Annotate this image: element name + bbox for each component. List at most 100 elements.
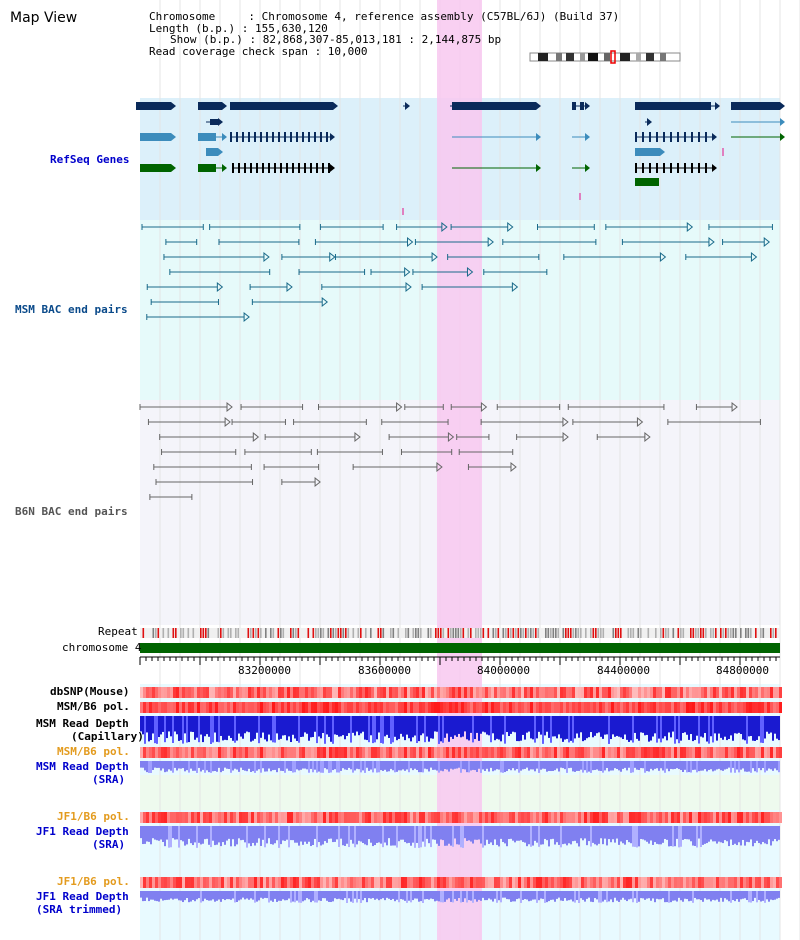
repeat-element [660,628,662,638]
depth-bar [158,891,160,902]
depth-bar [486,826,488,840]
msm-bac-track-label[interactable]: MSM BAC end pairs [15,303,128,316]
heat-cell [530,747,533,758]
gene-strand-arrow [712,133,717,141]
gene-exon [488,136,491,138]
heat-cell [575,877,578,888]
heat-cell [530,877,533,888]
jf1-depth-label[interactable]: JF1 Read Depth [36,825,129,838]
depth-bar [602,716,604,739]
heat-cell [188,812,191,823]
depth-bar [712,826,714,842]
depth-bar [470,761,472,771]
heat-cell [665,687,668,698]
msm-depth-sra-label[interactable]: MSM Read Depth [36,760,129,773]
heat-cell [545,687,548,698]
depth-bar [166,716,168,739]
depth-bar [530,761,532,770]
heat-cell [512,877,515,888]
heat-cell [281,702,284,713]
repeat-track-label[interactable]: Repeat [98,625,138,638]
heat-cell [263,702,266,713]
depth-bar [624,826,626,845]
depth-bar [598,826,600,844]
heat-cell [185,747,188,758]
repeat-element [595,628,597,638]
depth-bar [532,891,534,900]
chromosome-track-label[interactable]: chromosome 4 [62,641,142,654]
heat-cell [155,747,158,758]
jf1-b6-pol-2-label[interactable]: JF1/B6 pol. [57,875,130,888]
heat-cell [458,877,461,888]
heat-cell [500,877,503,888]
depth-bar [568,716,570,743]
depth-bar [188,761,190,773]
heat-cell [701,702,704,713]
depth-bar [162,891,164,901]
depth-bar [234,891,236,903]
depth-bar [168,826,170,848]
repeat-element [250,628,252,638]
depth-bar [744,826,746,846]
dbsnp-track-label[interactable]: dbSNP(Mouse) [50,685,130,698]
heat-cell [482,747,485,758]
heat-cell [620,877,623,888]
heat-cell [431,747,434,758]
depth-bar [518,716,520,742]
depth-bar [246,716,248,732]
depth-bar [176,826,178,840]
depth-bar [586,891,588,899]
depth-bar [396,826,398,848]
heat-cell [569,877,572,888]
depth-bar [256,716,258,733]
heat-cell [182,877,185,888]
depth-bar [396,761,398,772]
heat-cell [176,687,179,698]
depth-bar [260,826,262,846]
repeat-element [682,628,685,638]
jf1-trimmed-label[interactable]: JF1 Read Depth [36,890,129,903]
depth-bar [488,826,490,844]
depth-bar [434,891,436,902]
depth-bar [446,826,448,846]
depth-bar [154,761,156,768]
msm-b6-pol-label[interactable]: MSM/B6 pol. [57,700,130,713]
depth-bar [186,716,188,743]
heat-cell [191,702,194,713]
depth-bar [516,826,518,841]
msm-depth-capillary-label[interactable]: MSM Read Depth [36,717,129,730]
depth-bar [440,891,442,903]
depth-bar [604,716,606,735]
heat-cell [569,687,572,698]
heat-cell [221,747,224,758]
heat-cell [176,747,179,758]
b6n-bac-track-label[interactable]: B6N BAC end pairs [15,505,128,518]
heat-cell [149,877,152,888]
gene-exon [684,163,686,173]
depth-bar [530,826,532,847]
depth-bar [618,761,620,771]
jf1-b6-pol-label[interactable]: JF1/B6 pol. [57,810,130,823]
depth-bar [752,716,754,741]
depth-bar [696,761,698,773]
heat-cell [173,812,176,823]
heat-cell [746,702,749,713]
depth-bar [664,891,666,903]
depth-bar [320,891,322,901]
heat-cell [389,702,392,713]
heat-cell [449,812,452,823]
depth-bar [334,826,336,842]
depth-bar [286,716,288,741]
heat-cell [656,687,659,698]
depth-bar [456,761,458,769]
heat-cell [407,702,410,713]
depth-bar [386,716,388,735]
depth-bar [558,716,560,735]
msm-b6-pol-2-label[interactable]: MSM/B6 pol. [57,745,130,758]
depth-bar [472,891,474,903]
depth-bar [586,761,588,773]
heat-cell [431,877,434,888]
heat-cell [671,702,674,713]
refseq-track-label[interactable]: RefSeq Genes [50,153,130,166]
